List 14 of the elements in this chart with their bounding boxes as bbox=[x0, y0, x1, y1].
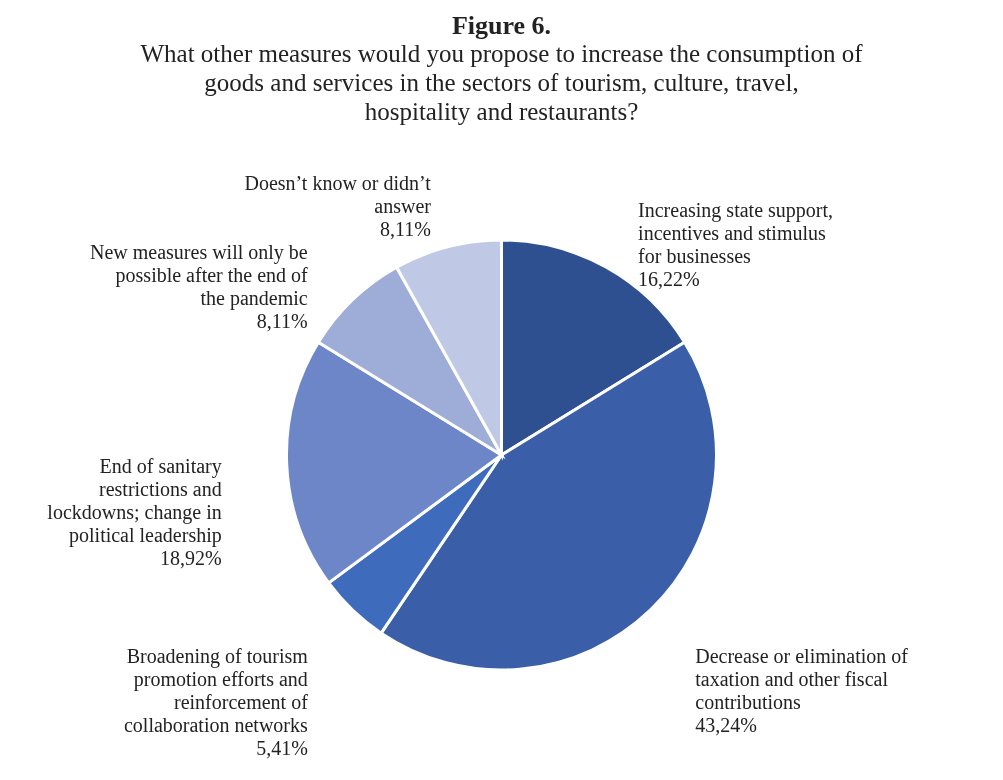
slice-label: End of sanitary restrictions and lockdowns; change in political leadership bbox=[47, 454, 222, 547]
slice-label: New measures will only be possible after the end of the pandemic bbox=[90, 240, 309, 310]
chart-title: Figure 6. bbox=[451, 11, 552, 40]
slice-label: Doesn’t know or didn’t answer bbox=[244, 172, 432, 218]
slice-label: Increasing state support, incentives and stimulus for businesses bbox=[638, 198, 834, 267]
slice-label: Broadening of tourism promotion efforts and reinforcement of collaboration networks bbox=[123, 645, 309, 737]
data-label: 8,11% bbox=[256, 309, 308, 332]
data-label: 5,41% bbox=[256, 737, 308, 760]
data-label: 8,11% bbox=[380, 218, 431, 241]
data-label: 43,24% bbox=[695, 714, 757, 737]
data-label: 16,22% bbox=[638, 267, 700, 290]
chart-subtitle: What other measures would you propose to increase the consumption of goods and services in the sectors of tourism, culture, travel, hospitality and restaurants? bbox=[140, 40, 864, 125]
data-label: 18,92% bbox=[160, 546, 222, 569]
slice-label: Decrease or elimination of taxation and other fiscal contributions bbox=[695, 645, 909, 714]
